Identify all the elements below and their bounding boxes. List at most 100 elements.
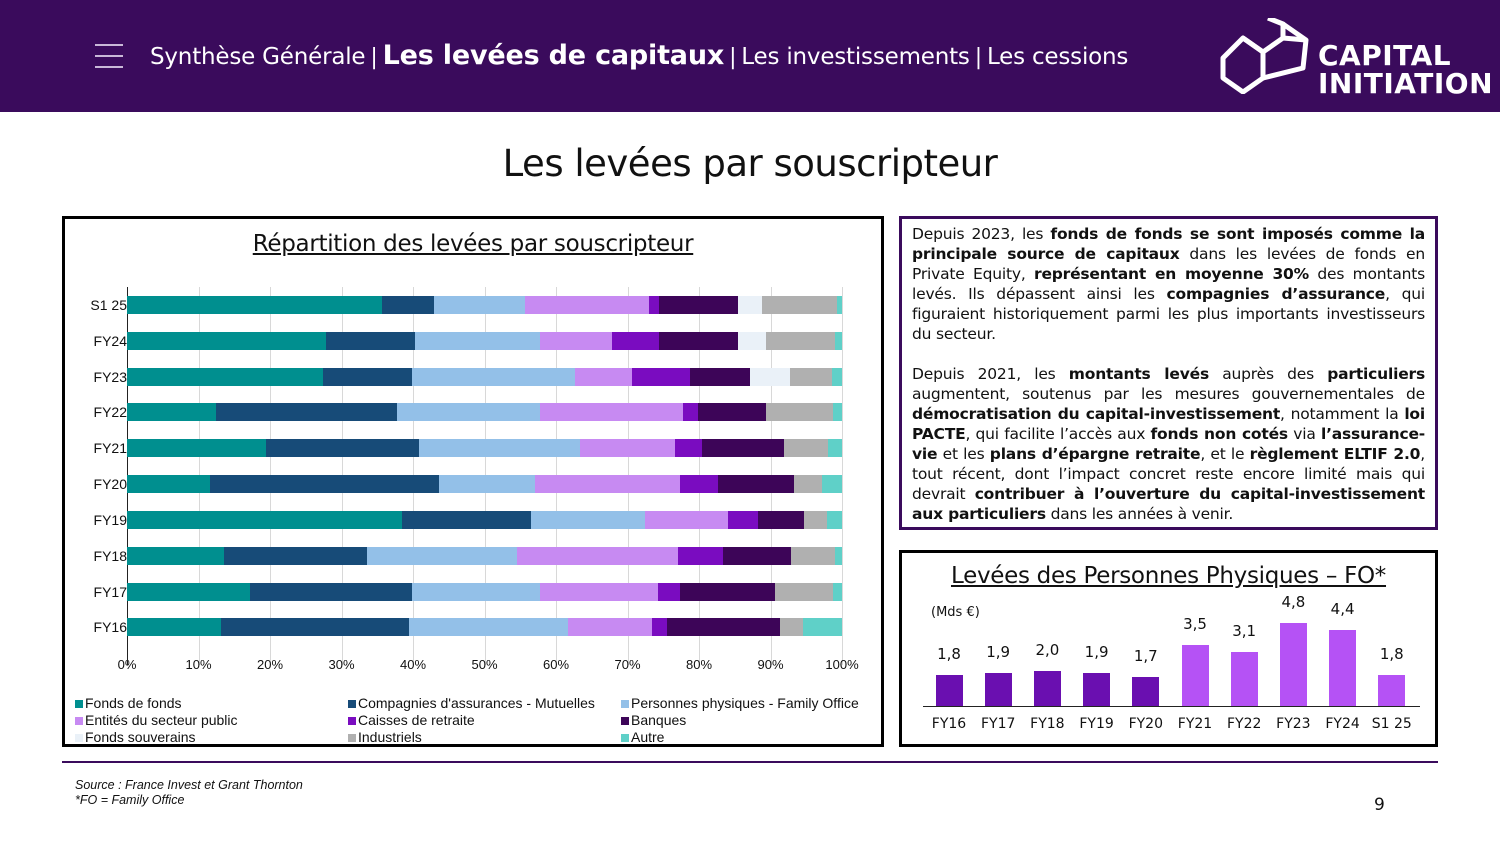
body-text: , qui facilite l’accès aux xyxy=(965,425,1151,443)
bar-segment xyxy=(540,403,684,421)
legend-swatch xyxy=(348,734,356,742)
body-text: dans les levées de fonds en Private Equi… xyxy=(912,245,1425,283)
source-note: Source : France Invest et Grant Thornton… xyxy=(75,778,303,808)
bar-segment xyxy=(530,511,646,529)
category-label: FY20 xyxy=(93,476,127,492)
bar-segment xyxy=(766,332,835,350)
bar-segment xyxy=(645,511,729,529)
hamburger-menu-icon[interactable] xyxy=(95,44,123,68)
x-tick-label: 60% xyxy=(542,657,570,672)
nav-link-2[interactable]: Les levées de capitaux xyxy=(382,40,725,71)
bar-segment xyxy=(568,618,652,636)
body-text: , qui figuraient historiquement parmi le… xyxy=(912,285,1425,343)
legend-item: Personnes physiques - Family Office xyxy=(621,695,859,711)
highlight-text: démocratisation du capital-investissemen… xyxy=(912,405,1281,423)
x-tick-label: 90% xyxy=(757,657,784,672)
x-tick-label: 80% xyxy=(685,657,713,672)
x-axis-line xyxy=(923,706,1420,707)
data-label: 1,8 xyxy=(1379,644,1404,663)
category-label: FY24 xyxy=(93,333,127,349)
stacked-bar-chart-panel: Répartition des levées par souscripteur … xyxy=(62,216,884,747)
legend-label: Personnes physiques - Family Office xyxy=(631,695,859,711)
bar-segment xyxy=(821,475,842,493)
column-bar xyxy=(1378,674,1406,706)
bar-segment xyxy=(658,583,680,601)
category-label: FY23 xyxy=(93,369,127,385)
category-label: S1 25 xyxy=(90,297,127,313)
category-label: S1 25 xyxy=(1371,716,1412,732)
legend-label: Fonds souverains xyxy=(85,729,196,745)
legend-swatch xyxy=(75,734,83,742)
category-label: FY19 xyxy=(1079,716,1114,732)
bar-segment xyxy=(784,439,828,457)
unit-label: (Mds €) xyxy=(931,605,980,620)
legend-item: Fonds souverains xyxy=(75,729,196,745)
nav-separator: | xyxy=(729,45,737,70)
bar-segment xyxy=(757,511,805,529)
bar-segment xyxy=(401,511,531,529)
column-chart-panel: Levées des Personnes Physiques – FO* (Md… xyxy=(899,550,1438,747)
capital-initiation-logo[interactable]: CAPITAL INITIATION xyxy=(1218,15,1493,98)
x-tick-label: 40% xyxy=(399,657,427,672)
category-label: FY17 xyxy=(980,716,1016,732)
bar-segment xyxy=(540,583,659,601)
bar-segment xyxy=(265,439,419,457)
legend-label: Industriels xyxy=(358,729,422,745)
top-nav: Synthèse Générale | Les levées de capitaux… xyxy=(150,40,1128,71)
highlight-text: règlement ELTIF 2.0 xyxy=(1249,445,1421,463)
bar-segment xyxy=(780,618,803,636)
stacked-bar xyxy=(127,511,842,529)
chart-title: Levées des Personnes Physiques – FO* xyxy=(950,563,1387,589)
bar-segment xyxy=(611,332,659,350)
legend-item: Industriels xyxy=(348,729,422,745)
category-label: FY18 xyxy=(1030,716,1065,732)
data-label: 1,9 xyxy=(1084,643,1109,662)
bar-segment xyxy=(524,296,649,314)
column-bar xyxy=(1230,652,1258,706)
category-label: FY22 xyxy=(93,404,127,420)
nav-link-4[interactable]: Les cessions xyxy=(986,44,1129,70)
bar-segment xyxy=(249,583,412,601)
stacked-bar xyxy=(127,475,842,493)
legend-swatch xyxy=(621,717,629,725)
bar-segment xyxy=(221,618,409,636)
bar-segment xyxy=(127,368,323,386)
highlight-text: l’assurance-vie xyxy=(912,425,1425,463)
gridline xyxy=(842,287,843,665)
body-text: auprès des xyxy=(1208,365,1328,383)
highlight-text: particuliers xyxy=(1327,365,1425,383)
bar-segment xyxy=(666,618,781,636)
nav-link-1[interactable]: Synthèse Générale xyxy=(150,44,366,70)
highlight-text: contribuer à l’ouverture du capital-inve… xyxy=(912,485,1425,523)
body-text: et les xyxy=(937,445,990,463)
bar-segment xyxy=(738,296,762,314)
page-title: Les levées par souscripteur xyxy=(502,142,998,185)
bar-segment xyxy=(632,368,690,386)
bar-segment xyxy=(794,475,822,493)
stacked-bar xyxy=(127,547,842,565)
highlight-text: fonds non cotés xyxy=(1150,425,1289,443)
page-number: 9 xyxy=(1374,795,1385,815)
column-bar xyxy=(1132,676,1160,706)
legend-item: Entités du secteur public xyxy=(75,712,238,728)
bar-segment xyxy=(658,296,739,314)
legend-item: Autre xyxy=(621,729,664,745)
bar-segment xyxy=(679,475,718,493)
body-text: Depuis 2021, les xyxy=(912,365,1069,383)
bar-segment xyxy=(678,547,723,565)
legend-swatch xyxy=(348,717,356,725)
category-label: FY22 xyxy=(1226,716,1262,732)
nav-link-3[interactable]: Les investissements xyxy=(741,44,970,70)
stacked-bar xyxy=(127,618,842,636)
legend-item: Fonds de fonds xyxy=(75,695,182,711)
legend-label: Compagnies d'assurances - Mutuelles xyxy=(358,695,595,711)
bar-segment xyxy=(766,403,834,421)
column-bar xyxy=(1329,629,1357,706)
x-tick-label: 30% xyxy=(328,657,355,672)
logo-text: CAPITAL INITIATION xyxy=(1318,42,1493,98)
category-label: FY23 xyxy=(1276,716,1311,732)
legend-swatch xyxy=(621,700,629,708)
bar-segment xyxy=(575,368,633,386)
commentary-panel: Depuis 2023, les fonds de fonds se sont … xyxy=(899,216,1438,530)
legend-swatch xyxy=(75,717,83,725)
